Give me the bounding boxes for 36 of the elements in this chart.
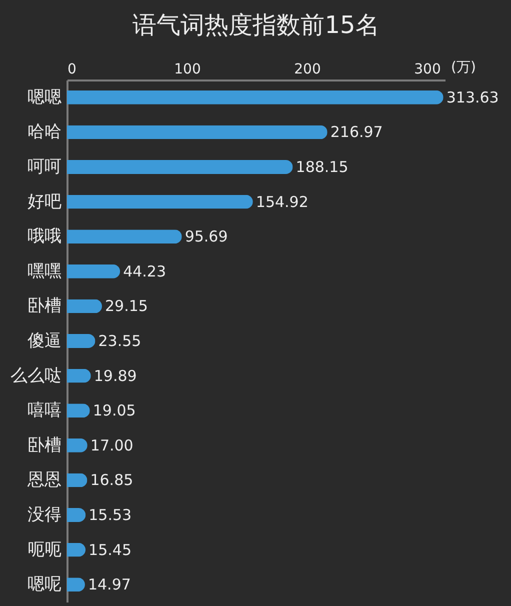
chart-title: 语气词热度指数前15名: [132, 11, 380, 39]
x-tick-label: 200: [294, 62, 321, 78]
data-label: 313.63: [446, 88, 499, 106]
data-label: 216.97: [330, 123, 383, 142]
y-tick-label: 没得: [28, 505, 62, 525]
y-tick-label: 好吧: [28, 192, 62, 212]
data-label: 19.05: [92, 402, 136, 420]
x-axis-title: (万): [451, 60, 476, 76]
y-tick-label: 傻逼: [28, 331, 62, 351]
data-label: 188.15: [296, 158, 348, 176]
y-tick-label: 卧槽: [28, 296, 62, 316]
data-label: 29.15: [104, 297, 148, 316]
y-tick-label: 哈哈: [28, 122, 62, 142]
data-label: 154.92: [256, 192, 308, 211]
y-tick-label: 恩恩: [26, 470, 62, 490]
y-tick-label: 嘿嘿: [28, 261, 62, 282]
y-tick-label: 呵呵: [28, 157, 62, 177]
y-tick-label: 么么哒: [10, 366, 62, 386]
data-label: 16.85: [90, 471, 134, 490]
y-tick-label: 嗯嗯: [28, 87, 62, 108]
x-tick-label: 0: [68, 62, 76, 78]
data-label: 44.23: [123, 262, 166, 280]
x-tick-label: 100: [174, 62, 201, 78]
y-tick-label: 哦哦: [28, 226, 62, 247]
data-label: 95.69: [184, 228, 228, 246]
data-label: 15.45: [88, 540, 132, 559]
x-tick-label: 300: [414, 62, 441, 78]
y-tick-label: 嘻嘻: [28, 400, 62, 421]
y-tick-label: 卧槽: [28, 435, 62, 456]
data-label: 15.53: [88, 506, 132, 524]
data-label: 14.97: [88, 576, 131, 594]
data-label: 19.89: [94, 366, 137, 385]
y-tick-label: 呃呃: [28, 540, 62, 560]
data-label: 23.55: [98, 332, 142, 350]
y-tick-label: 嗯呢: [28, 574, 62, 595]
data-label: 17.00: [90, 436, 134, 454]
